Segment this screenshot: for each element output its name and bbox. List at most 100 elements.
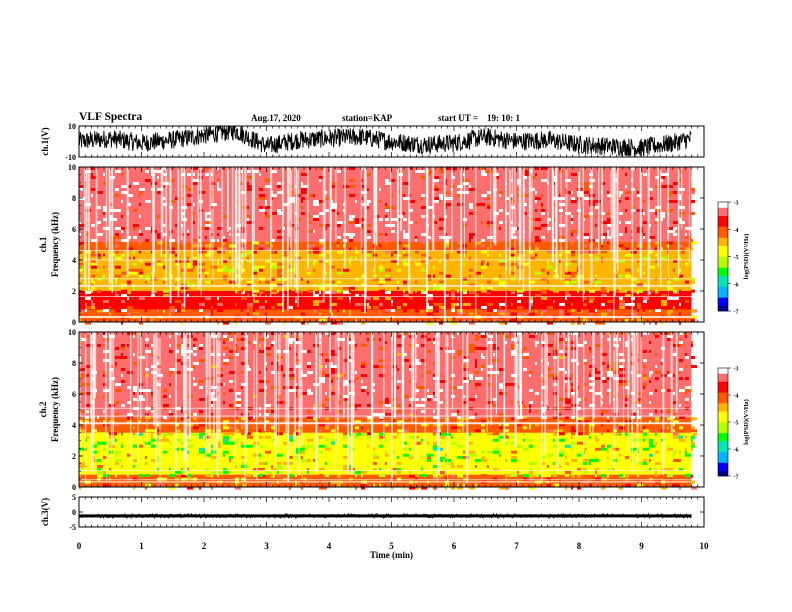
spectrogram-cell <box>343 233 349 236</box>
spectrogram-cell <box>349 185 355 188</box>
spectrogram-cell <box>271 435 277 439</box>
spectrogram-cell <box>121 309 127 312</box>
spectrogram-cell <box>493 303 495 306</box>
spectrogram-cell <box>505 383 511 386</box>
spectrogram-cell <box>619 332 625 335</box>
spectrogram-cell <box>577 371 583 374</box>
spectrogram-cell <box>199 486 201 490</box>
spectrogram-cell <box>127 401 131 404</box>
spectrogram-cell <box>355 277 359 281</box>
spectrogram-cell <box>313 239 317 242</box>
spectrogram-cell <box>337 233 341 236</box>
spectrogram-cell <box>553 429 559 433</box>
spectrogram-cell <box>565 398 571 401</box>
spectrogram-cell <box>313 268 315 272</box>
spectrogram-cell <box>127 477 131 481</box>
spectrogram-cell <box>505 206 511 209</box>
spectrogram-cell <box>511 344 517 347</box>
spectrogram-cell <box>589 404 595 407</box>
spectrogram-streak <box>555 167 557 239</box>
spectrogram-cell <box>487 289 491 293</box>
spectrogram-cell <box>487 395 491 398</box>
spectrogram-cell <box>169 306 175 309</box>
spectrogram-cell <box>355 233 361 236</box>
spectrogram-cell <box>355 265 361 269</box>
spectrogram-cell <box>535 247 539 251</box>
spectrogram-cell <box>115 227 121 230</box>
yaxis-label: ch.1(V) <box>40 127 50 155</box>
spectrogram-cell <box>439 265 441 269</box>
spectrogram-streak <box>111 167 114 293</box>
spectrogram-cell <box>157 188 163 191</box>
spectrogram-cell <box>631 483 635 487</box>
spectrogram-cell <box>415 477 417 481</box>
spectrogram-cell <box>625 197 629 200</box>
spectrogram-cell <box>241 371 243 374</box>
spectrogram-cell <box>673 230 675 233</box>
spectrogram-streak <box>84 167 86 286</box>
spectrogram-cell <box>121 465 123 468</box>
spectrogram-cell <box>565 341 569 344</box>
spectrogram-streak <box>200 167 202 296</box>
spectrogram-cell <box>259 456 261 459</box>
spectrogram-cell <box>241 338 247 341</box>
spectrogram-cell <box>109 423 111 427</box>
spectrogram-cell <box>253 432 259 436</box>
spectrogram-cell <box>151 392 153 395</box>
spectrogram-cell <box>277 277 281 281</box>
spectrogram-cell <box>685 392 687 395</box>
spectrogram-cell <box>679 179 681 182</box>
spectrogram-cell <box>241 477 245 481</box>
spectrogram-cell <box>397 462 401 465</box>
spectrogram-cell <box>475 386 477 389</box>
spectrogram-cell <box>361 344 367 347</box>
spectrogram-streak <box>609 332 611 405</box>
spectrogram-cell <box>109 203 113 206</box>
spectrogram-cell <box>481 170 485 173</box>
spectrogram-cell <box>319 244 321 248</box>
spectrogram-cell <box>187 344 189 347</box>
spectrogram-cell <box>559 221 561 224</box>
spectrogram-cell <box>325 474 329 477</box>
spectrogram-streak <box>152 167 155 297</box>
spectrogram-cell <box>607 300 613 303</box>
spectrogram-cell <box>229 420 233 424</box>
spectrogram-cell <box>667 335 673 338</box>
spectrogram-cell <box>589 347 591 350</box>
spectrogram-cell <box>379 280 385 284</box>
spectrogram-cell <box>553 179 557 182</box>
spectrogram-cell <box>193 173 195 176</box>
spectrogram-cell <box>331 318 333 322</box>
spectrogram-cell <box>679 244 683 248</box>
spectrogram-cell <box>133 262 137 266</box>
spectrogram-cell <box>151 271 153 275</box>
spectrogram-cell <box>511 374 517 377</box>
spectrogram-cell <box>415 280 417 284</box>
spectrogram-cell <box>367 241 371 245</box>
spectrogram-cell <box>127 404 133 407</box>
spectrogram-cell <box>571 303 573 306</box>
spectrogram-cell <box>679 218 681 221</box>
spectrogram-cell <box>85 477 91 481</box>
spectrogram-cell <box>559 429 563 433</box>
spectrogram-cell <box>367 392 369 395</box>
spectrogram-cell <box>691 247 693 251</box>
spectrogram-cell <box>271 306 275 309</box>
spectrogram-cell <box>175 350 179 353</box>
spectrogram-cell <box>559 303 565 306</box>
spectrogram-cell <box>535 410 537 413</box>
spectrogram-cell <box>463 194 465 197</box>
spectrogram-cell <box>163 173 167 176</box>
spectrogram-cell <box>223 432 229 436</box>
spectrogram-cell <box>547 398 549 401</box>
spectrogram-cell <box>169 450 173 454</box>
spectrogram-cell <box>421 176 425 179</box>
spectrogram-cell <box>223 423 227 427</box>
spectrogram-cell <box>661 483 665 487</box>
spectrogram-cell <box>637 318 643 322</box>
spectrogram-cell <box>661 303 667 306</box>
spectrogram-cell <box>571 250 575 254</box>
spectrogram-cell <box>211 377 215 380</box>
spectrogram-cell <box>217 262 219 266</box>
spectrogram-cell <box>337 416 341 419</box>
